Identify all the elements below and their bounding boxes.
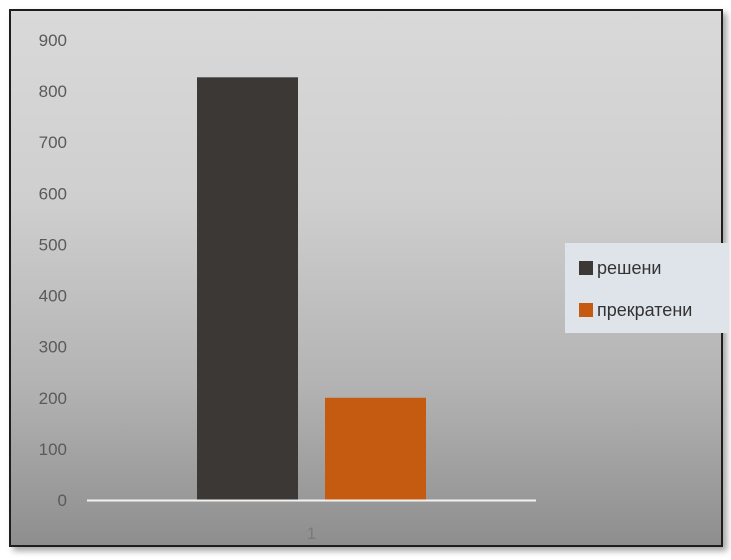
legend-swatch-prekrateni bbox=[579, 303, 593, 317]
bar-prekrateni bbox=[325, 397, 426, 500]
bar-resheni bbox=[197, 77, 298, 501]
chart-frame: 0 100 200 300 400 500 600 700 800 900 1 решени пре… bbox=[9, 9, 728, 547]
bar-chart: 0 100 200 300 400 500 600 700 800 900 1 bbox=[39, 31, 536, 543]
y-tick-label: 900 bbox=[39, 31, 67, 50]
y-tick-label: 700 bbox=[39, 133, 67, 152]
legend-swatch-resheni bbox=[579, 261, 593, 275]
y-tick-label: 300 bbox=[39, 338, 67, 357]
y-tick-label: 0 bbox=[58, 491, 67, 510]
y-tick-label: 800 bbox=[39, 82, 67, 101]
legend-entry-prekrateni: прекратени bbox=[579, 299, 728, 321]
y-tick-label: 600 bbox=[39, 184, 67, 203]
y-tick-label: 400 bbox=[39, 287, 67, 306]
legend-label-prekrateni: прекратени bbox=[597, 299, 693, 320]
legend-entry-resheni: решени bbox=[579, 257, 728, 279]
x-category-label: 1 bbox=[307, 524, 316, 543]
y-tick-label: 500 bbox=[39, 235, 67, 254]
y-tick-label: 200 bbox=[39, 389, 67, 408]
legend-label-resheni: решени bbox=[597, 257, 662, 278]
legend: решени прекратени bbox=[565, 243, 728, 333]
y-tick-label: 100 bbox=[39, 440, 67, 459]
